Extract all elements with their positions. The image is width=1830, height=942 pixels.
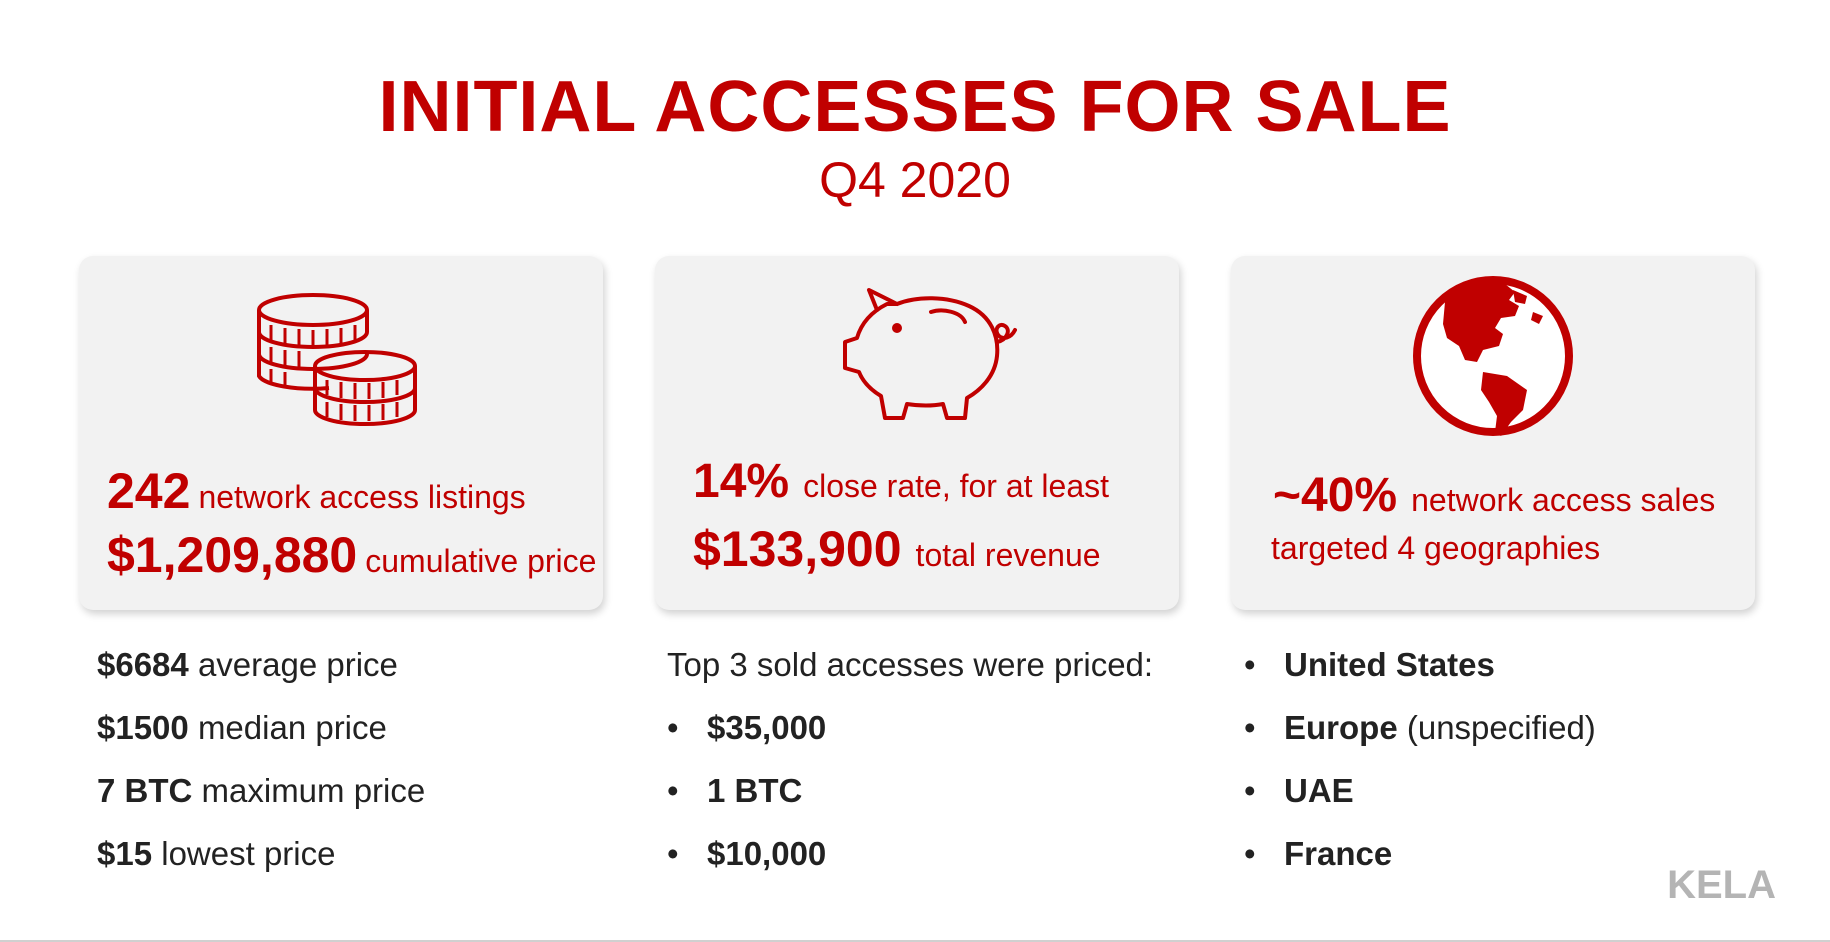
geographies-list: • United States • Europe (unspecified) • UA… bbox=[1244, 640, 1596, 892]
geo-share-label: network access sales bbox=[1411, 482, 1716, 518]
price-stat-label: median price bbox=[197, 709, 387, 746]
piggy-bank-icon bbox=[655, 278, 1179, 438]
list-item: $15 lowest price bbox=[97, 829, 425, 892]
price-stat-value: 7 BTC bbox=[97, 772, 193, 809]
close-rate-label: close rate, for at least bbox=[803, 468, 1109, 504]
listings-stat: 242 network access listings bbox=[107, 462, 526, 520]
listings-label: network access listings bbox=[198, 479, 526, 515]
divider bbox=[0, 940, 1830, 942]
geography-name: United States bbox=[1284, 646, 1495, 683]
price-stats-list: $6684 average price $1500 median price 7… bbox=[97, 640, 425, 892]
bullet: • bbox=[1244, 772, 1256, 809]
top-sold-price: $35,000 bbox=[707, 709, 827, 746]
cumulative-price-stat: $1,209,880 cumulative price bbox=[107, 526, 596, 584]
cumulative-price-label: cumulative price bbox=[365, 543, 597, 579]
bullet: • bbox=[667, 772, 679, 809]
geo-count-label: targeted 4 geographies bbox=[1271, 530, 1601, 566]
stat-card-revenue: 14% close rate, for at least $133,900 tota… bbox=[655, 256, 1179, 610]
top-sold-price: 1 BTC bbox=[707, 772, 803, 809]
coins-icon bbox=[79, 278, 603, 438]
list-item: • $35,000 bbox=[667, 703, 1153, 766]
bullet: • bbox=[667, 835, 679, 872]
price-stat-value: $1500 bbox=[97, 709, 189, 746]
price-stat-label: lowest price bbox=[161, 835, 336, 872]
cumulative-price-value: $1,209,880 bbox=[107, 527, 358, 583]
geo-share-value: ~40% bbox=[1273, 469, 1398, 522]
price-stat-value: $6684 bbox=[97, 646, 189, 683]
bullet: • bbox=[1244, 709, 1256, 746]
top-sold-heading: Top 3 sold accesses were priced: bbox=[667, 646, 1154, 683]
geography-name: Europe bbox=[1284, 709, 1398, 746]
bullet: • bbox=[667, 709, 679, 746]
close-rate-stat: 14% close rate, for at least bbox=[693, 454, 1109, 509]
geography-name: France bbox=[1284, 835, 1393, 872]
revenue-value: $133,900 bbox=[693, 521, 902, 577]
globe-icon bbox=[1231, 276, 1755, 438]
stat-card-listings: 242 network access listings $1,209,880 cum… bbox=[79, 256, 603, 610]
close-rate-value: 14% bbox=[693, 455, 790, 508]
revenue-label: total revenue bbox=[915, 537, 1101, 573]
geo-count-stat: targeted 4 geographies bbox=[1271, 530, 1600, 567]
listings-count: 242 bbox=[107, 463, 191, 519]
price-stat-label: maximum price bbox=[201, 772, 426, 809]
page-title: INITIAL ACCESSES FOR SALE bbox=[378, 67, 1452, 147]
price-stat-value: $15 bbox=[97, 835, 153, 872]
list-item: • UAE bbox=[1244, 766, 1596, 829]
list-item: $1500 median price bbox=[97, 703, 425, 766]
list-item: • $10,000 bbox=[667, 829, 1153, 892]
list-item: • Europe (unspecified) bbox=[1244, 703, 1596, 766]
list-item: • United States bbox=[1244, 640, 1596, 703]
bullet: • bbox=[1244, 835, 1256, 872]
list-item: $6684 average price bbox=[97, 640, 425, 703]
page-subtitle: Q4 2020 bbox=[819, 152, 1011, 208]
brand-logo: KELA bbox=[1667, 863, 1776, 907]
top-sold-list: Top 3 sold accesses were priced: • $35,00… bbox=[667, 640, 1153, 892]
revenue-stat: $133,900 total revenue bbox=[693, 520, 1101, 578]
list-item: • 1 BTC bbox=[667, 766, 1153, 829]
list-item: • France bbox=[1244, 829, 1596, 892]
stat-card-geographies: ~40% network access sales targeted 4 geog… bbox=[1231, 256, 1755, 610]
geography-name: UAE bbox=[1284, 772, 1354, 809]
bullet: • bbox=[1244, 646, 1256, 683]
price-stat-label: average price bbox=[197, 646, 398, 683]
geography-note: (unspecified) bbox=[1406, 709, 1596, 746]
geo-share-stat: ~40% network access sales bbox=[1273, 468, 1715, 523]
top-sold-price: $10,000 bbox=[707, 835, 827, 872]
list-item: 7 BTC maximum price bbox=[97, 766, 425, 829]
